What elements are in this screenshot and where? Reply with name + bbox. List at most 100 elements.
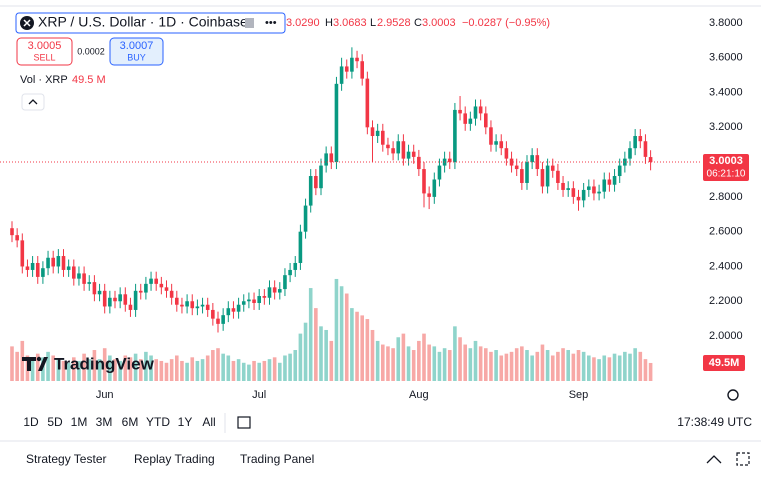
volume-bar [56, 359, 61, 381]
candle-body [592, 186, 596, 194]
volume-bar [581, 351, 586, 381]
volume-bar [72, 357, 76, 381]
symbol-box[interactable] [15, 12, 286, 34]
volume-bar [211, 350, 215, 381]
volume-bar [293, 350, 298, 381]
candle-body [247, 299, 251, 302]
candle-body [494, 141, 498, 145]
volume-bar [303, 322, 308, 381]
candle-body [154, 278, 158, 284]
volume-bar [87, 359, 92, 381]
candle-body [633, 136, 637, 149]
range-button[interactable]: 6M [122, 415, 139, 429]
candle-body [597, 191, 601, 194]
candle-body [257, 296, 261, 303]
candle-body [427, 193, 431, 197]
maximize-icon[interactable] [736, 452, 750, 466]
readout-high: 3.0683 [333, 17, 367, 29]
volume-bar [236, 359, 241, 381]
candle-body [581, 189, 586, 201]
candle-body [10, 228, 14, 236]
candle-body [278, 289, 282, 293]
candle-body [648, 157, 653, 163]
candle-body [35, 262, 40, 277]
volume-bar [51, 355, 55, 381]
volume-bar [221, 353, 225, 381]
candle-body [401, 141, 406, 159]
volume-bar [381, 344, 385, 381]
volume-bar [61, 360, 66, 381]
range-button[interactable]: 5D [47, 415, 63, 429]
bottom-tab[interactable]: Strategy Tester [26, 452, 106, 466]
volume-bar [144, 351, 148, 381]
candle-body [540, 169, 545, 187]
logo-icon [22, 357, 48, 371]
logo-text: TradingView [54, 354, 155, 373]
buy-button[interactable] [109, 37, 164, 66]
volume-bar [113, 359, 117, 381]
volume-bar [154, 359, 158, 381]
candle-body [453, 109, 457, 163]
candle-body [638, 136, 643, 142]
range-button[interactable]: 1M [71, 415, 88, 429]
candle-body [556, 170, 560, 183]
range-button[interactable]: 3M [96, 415, 113, 429]
y-tick-label: 3.2000 [709, 121, 743, 133]
volume-bar [247, 364, 251, 381]
bottom-tabs: Strategy Tester Replay Trading Trading Pan… [26, 452, 314, 466]
volume-bar [520, 346, 524, 381]
countdown: 06:21:10 [707, 169, 746, 180]
volume-bar [623, 351, 627, 381]
more-icon[interactable]: ••• [265, 17, 277, 29]
volume-bar [386, 346, 390, 381]
candle-body [15, 235, 19, 241]
candle-body [612, 176, 617, 185]
volume-bar [283, 355, 287, 381]
candle-body [200, 304, 205, 307]
candle-body [381, 130, 385, 145]
volume-bar [102, 348, 107, 381]
bottom-tab[interactable]: Trading Panel [240, 452, 314, 466]
range-bar: 1D 5D 1M 3M 6M YTD 1Y All [23, 415, 215, 429]
volume-bar [118, 360, 122, 381]
plot [0, 47, 700, 381]
range-button[interactable]: 1D [23, 415, 39, 429]
candle-body [360, 61, 364, 79]
candle-body [267, 287, 272, 298]
candle-body [169, 290, 174, 298]
date-range-icon[interactable] [237, 416, 251, 429]
candle-body [272, 287, 277, 293]
range-button[interactable]: 1Y [178, 415, 193, 429]
settings-icon[interactable] [727, 389, 739, 401]
candle-body [607, 179, 612, 185]
volume-bar [180, 360, 184, 381]
volume-bar [355, 311, 359, 381]
candle-body [118, 294, 122, 302]
candle-body [180, 304, 184, 307]
collapse-button[interactable] [21, 93, 45, 111]
sell-button[interactable] [16, 37, 73, 66]
bottom-tab[interactable]: Replay Trading [134, 452, 215, 466]
volume-bar [473, 340, 478, 381]
range-button[interactable]: YTD [146, 415, 170, 429]
candle-body [303, 205, 308, 232]
volume-bar [30, 359, 35, 381]
volume-bar [267, 359, 272, 381]
candle-body [164, 287, 169, 291]
volume-bar [566, 350, 570, 381]
x-tick-label: Jun [96, 389, 114, 401]
candle-body [77, 273, 81, 279]
range-button[interactable]: All [202, 415, 215, 429]
expand-icon[interactable] [706, 455, 722, 464]
candle-body [149, 278, 153, 284]
volume-bar [525, 350, 529, 381]
volume-bar [319, 326, 323, 381]
volume-bar [535, 351, 540, 381]
volume-bar [77, 360, 81, 381]
candle-body [406, 151, 411, 159]
volume-bar [628, 353, 632, 381]
candle-body [82, 273, 86, 284]
volume-bar [41, 357, 45, 381]
candle-body [396, 141, 401, 154]
